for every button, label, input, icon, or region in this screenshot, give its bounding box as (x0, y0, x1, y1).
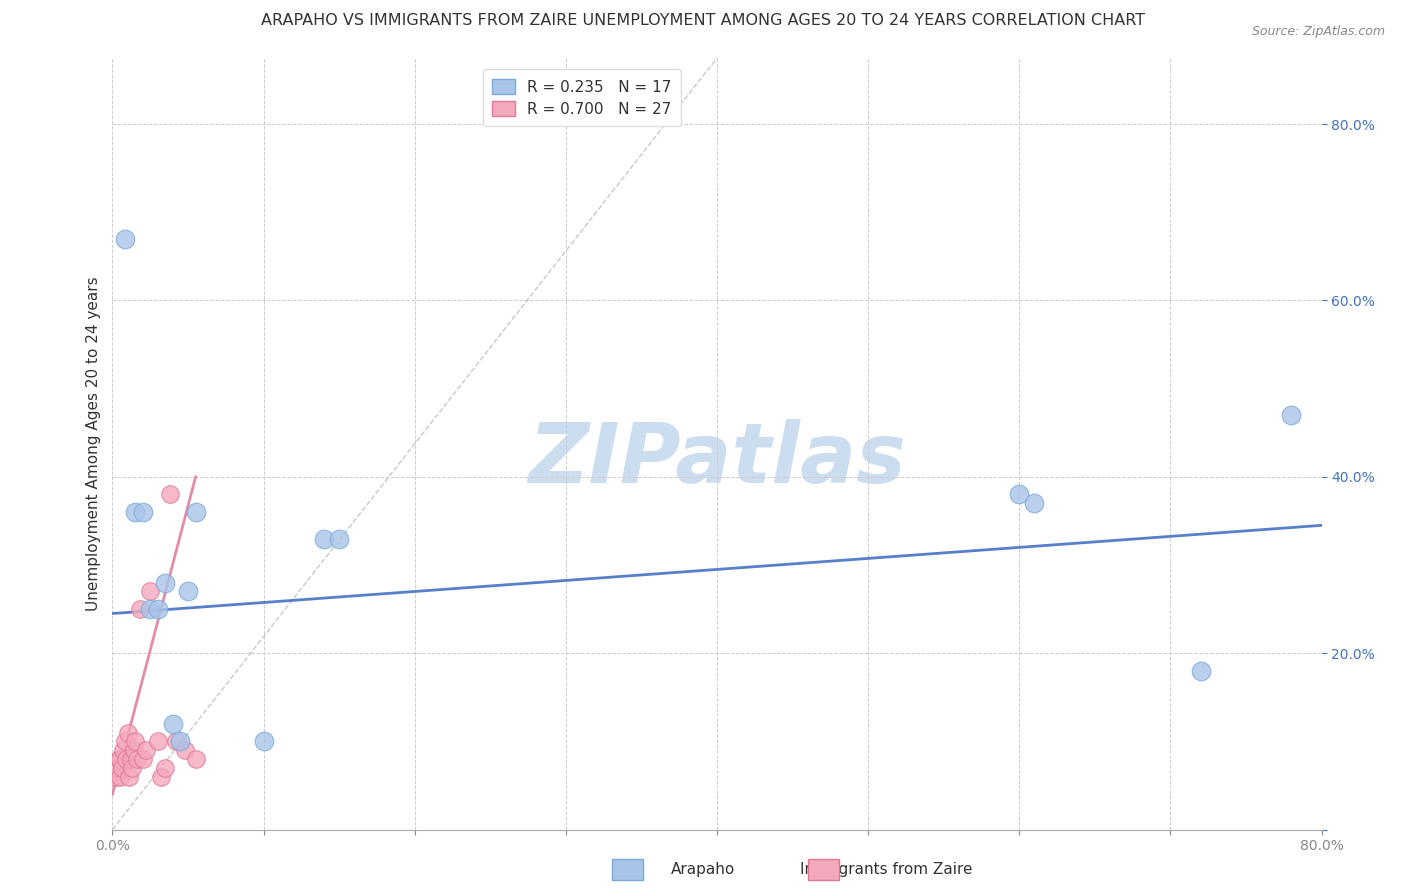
Point (104, 770, 127, 784)
Point (169, 734, 191, 748)
Text: ARAPAHO VS IMMIGRANTS FROM ZAIRE UNEMPLOYMENT AMONG AGES 20 TO 24 YEARS CORRELAT: ARAPAHO VS IMMIGRANTS FROM ZAIRE UNEMPLO… (262, 13, 1144, 29)
Point (314, 532, 336, 546)
Text: Source: ZipAtlas.com: Source: ZipAtlas.com (1251, 25, 1385, 38)
Point (117, 725, 139, 739)
Point (105, 761, 128, 775)
Point (132, 752, 155, 766)
Point (114, 232, 136, 246)
Point (128, 602, 150, 616)
Point (184, 752, 207, 766)
Text: Arapaho: Arapaho (671, 863, 735, 877)
Y-axis label: Unemployment Among Ages 20 to 24 years: Unemployment Among Ages 20 to 24 years (86, 277, 101, 611)
Point (107, 752, 129, 766)
Point (1024, 496, 1046, 510)
Point (139, 584, 162, 599)
Legend: R = 0.235   N = 17, R = 0.700   N = 27: R = 0.235 N = 17, R = 0.700 N = 27 (482, 70, 681, 126)
Point (1189, 664, 1212, 678)
Point (174, 743, 197, 757)
Point (162, 716, 184, 731)
Point (132, 505, 155, 519)
Point (125, 752, 148, 766)
Point (165, 734, 187, 748)
Point (124, 734, 146, 748)
Point (108, 752, 131, 766)
Point (146, 602, 169, 616)
Point (118, 770, 141, 784)
Point (114, 734, 136, 748)
Point (115, 752, 138, 766)
Point (120, 752, 142, 766)
Point (1279, 408, 1302, 422)
Point (135, 743, 157, 757)
Text: Immigrants from Zaire: Immigrants from Zaire (800, 863, 972, 877)
Point (328, 532, 350, 546)
Point (177, 584, 200, 599)
Point (122, 743, 145, 757)
Point (184, 505, 207, 519)
Point (149, 770, 172, 784)
Point (110, 761, 132, 775)
Point (139, 602, 162, 616)
Point (124, 505, 146, 519)
Point (146, 734, 169, 748)
Point (253, 734, 276, 748)
Point (155, 575, 177, 590)
Point (1008, 487, 1031, 501)
Point (159, 487, 181, 501)
Text: ZIPatlas: ZIPatlas (529, 418, 905, 500)
Point (121, 761, 143, 775)
Point (155, 761, 177, 775)
Point (108, 770, 131, 784)
Point (112, 743, 135, 757)
